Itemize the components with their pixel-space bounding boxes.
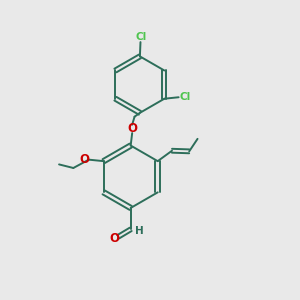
Text: Cl: Cl xyxy=(179,92,191,102)
Text: O: O xyxy=(79,153,89,166)
Text: H: H xyxy=(135,226,144,236)
Text: O: O xyxy=(109,232,119,245)
Text: O: O xyxy=(127,122,137,135)
Text: Cl: Cl xyxy=(136,32,147,42)
